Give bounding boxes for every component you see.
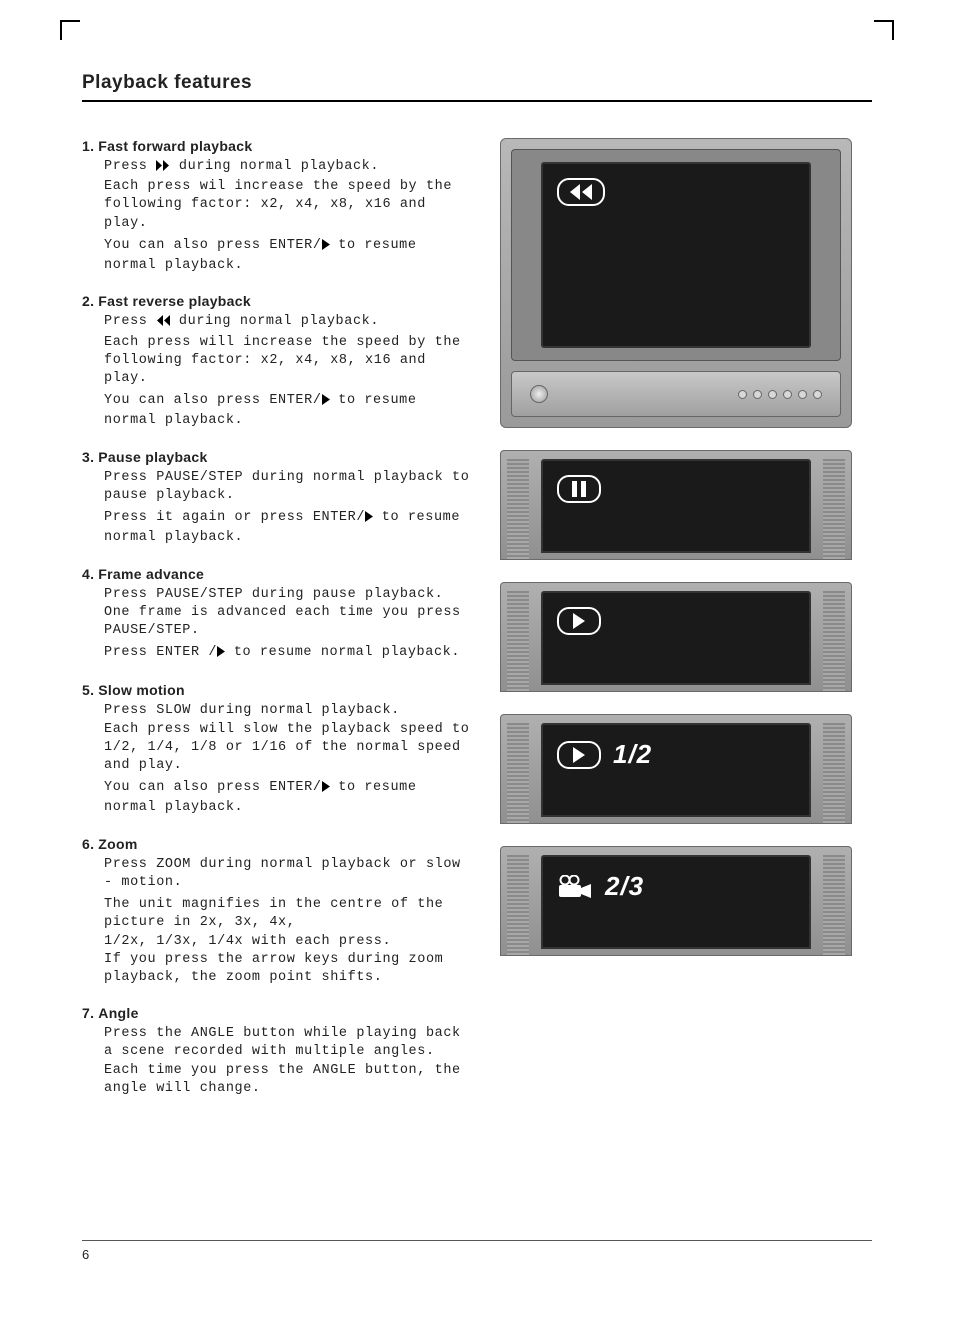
section-title: Fast forward playback — [98, 138, 252, 154]
page-footer: 6 — [82, 1240, 872, 1262]
power-knob-icon — [530, 385, 548, 403]
play-icon — [322, 394, 330, 412]
page-number: 6 — [82, 1247, 89, 1262]
section-number: 6 — [82, 836, 94, 852]
section-frame-advance: 4Frame advance Press PAUSE/STEP during p… — [82, 566, 472, 665]
pause-icon — [557, 475, 601, 503]
osd-speed-text: 1/2 — [613, 739, 652, 770]
button-dot — [783, 390, 792, 399]
section-pause: 3Pause playback Press PAUSE/STEP during … — [82, 449, 472, 548]
button-dot — [738, 390, 747, 399]
page-content: Playback features 1Fast forward playback… — [82, 72, 872, 1116]
crop-mark-tl — [60, 20, 80, 40]
section-title: Pause playback — [98, 449, 207, 465]
osd-angle-text: 2/3 — [605, 871, 644, 902]
play-icon — [322, 239, 330, 257]
crop-mark-tr — [874, 20, 894, 40]
section-title: Slow motion — [98, 682, 185, 698]
section-zoom: 6Zoom Press ZOOM during normal playback … — [82, 836, 472, 988]
section-number: 4 — [82, 566, 94, 582]
section-number: 7 — [82, 1005, 94, 1021]
section-number: 5 — [82, 682, 94, 698]
tv-illustration-angle: 2/3 — [500, 846, 852, 956]
section-number: 2 — [82, 293, 94, 309]
camera-icon — [557, 875, 593, 899]
tv-illustration-play — [500, 582, 852, 692]
play-icon — [322, 781, 330, 799]
rewind-icon — [156, 315, 170, 333]
section-title: Angle — [98, 1005, 138, 1021]
play-icon — [557, 607, 601, 635]
page-title: Playback features — [82, 72, 872, 102]
section-fast-reverse: 2Fast reverse playback Press during norm… — [82, 293, 472, 430]
illustrations-column: 1/2 — [500, 138, 852, 1116]
button-dot — [753, 390, 762, 399]
button-dot — [813, 390, 822, 399]
rewind-icon — [557, 178, 605, 206]
play-icon — [557, 741, 601, 769]
play-icon — [365, 511, 373, 529]
section-title: Zoom — [98, 836, 137, 852]
fast-forward-icon — [156, 160, 170, 178]
section-number: 3 — [82, 449, 94, 465]
button-dot — [798, 390, 807, 399]
tv-illustration-pause — [500, 450, 852, 560]
section-title: Frame advance — [98, 566, 204, 582]
section-number: 1 — [82, 138, 94, 154]
section-fast-forward: 1Fast forward playback Press during norm… — [82, 138, 472, 275]
section-title: Fast reverse playback — [98, 293, 251, 309]
section-angle: 7Angle Press the ANGLE button while play… — [82, 1005, 472, 1098]
tv-illustration-slow: 1/2 — [500, 714, 852, 824]
tv-illustration-rewind — [500, 138, 852, 428]
play-icon — [217, 646, 225, 664]
instructions-column: 1Fast forward playback Press during norm… — [82, 138, 472, 1116]
manual-page: Playback features 1Fast forward playback… — [0, 0, 954, 1322]
section-slow-motion: 5Slow motion Press SLOW during normal pl… — [82, 682, 472, 817]
button-dot — [768, 390, 777, 399]
